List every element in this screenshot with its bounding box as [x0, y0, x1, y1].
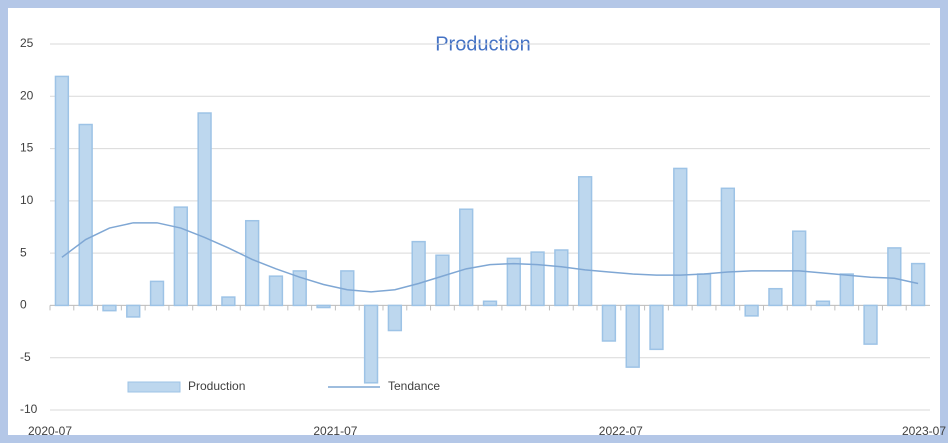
- bar: [363, 304, 379, 384]
- bar: [577, 176, 593, 307]
- y-tick-label: 25: [20, 36, 34, 50]
- bar: [530, 251, 545, 307]
- bar: [292, 270, 307, 307]
- bar: [459, 208, 474, 307]
- x-tick-label: 2023-07: [902, 424, 946, 438]
- bar: [268, 275, 284, 307]
- bar: [601, 304, 617, 342]
- bar: [411, 240, 426, 307]
- bar: [244, 219, 260, 307]
- legend-swatch: [127, 381, 181, 393]
- y-tick-label: 10: [20, 193, 34, 207]
- bar: [506, 257, 521, 307]
- bar: [54, 75, 70, 307]
- bar: [126, 304, 141, 318]
- y-tick-label: 15: [20, 141, 34, 155]
- bar: [768, 287, 783, 307]
- x-tick-label: 2022-07: [599, 424, 643, 438]
- bar: [863, 304, 878, 345]
- trend-line: [61, 222, 919, 293]
- chart-area: [8, 8, 940, 435]
- bar: [649, 304, 664, 351]
- y-tick-label: 0: [20, 298, 27, 312]
- bar: [910, 262, 926, 307]
- legend-label: Production: [188, 379, 245, 393]
- bar: [435, 254, 450, 307]
- bar: [839, 273, 854, 307]
- x-tick-label: 2021-07: [313, 424, 357, 438]
- y-tick-label: -5: [20, 350, 31, 364]
- bar: [792, 230, 807, 307]
- bar: [696, 273, 712, 307]
- bar: [78, 123, 93, 307]
- x-tick-label: 2020-07: [28, 424, 72, 438]
- bar: [387, 304, 403, 332]
- bar: [102, 304, 117, 312]
- bar: [554, 249, 569, 307]
- bar: [744, 304, 759, 317]
- bar: [173, 206, 188, 307]
- bar: [221, 296, 236, 307]
- bar: [887, 247, 902, 307]
- y-tick-label: 5: [20, 245, 27, 259]
- bar: [316, 304, 331, 309]
- bar: [482, 300, 498, 307]
- y-tick-label: -10: [20, 402, 38, 416]
- bar: [625, 304, 640, 368]
- y-tick-label: 20: [20, 88, 34, 102]
- bar: [197, 112, 212, 307]
- legend-label: Tendance: [388, 379, 440, 393]
- bar: [720, 187, 736, 307]
- bar: [815, 300, 831, 307]
- bar: [673, 167, 688, 307]
- bar: [149, 280, 165, 307]
